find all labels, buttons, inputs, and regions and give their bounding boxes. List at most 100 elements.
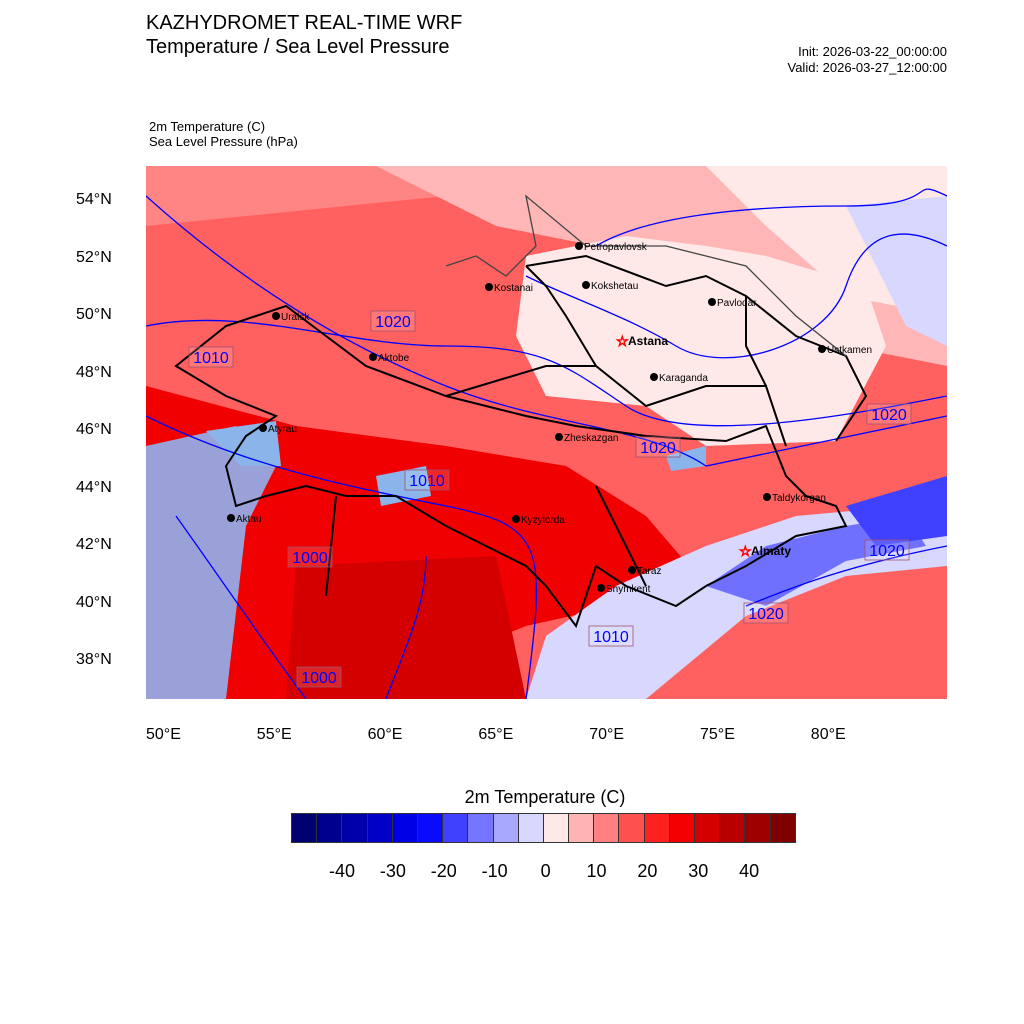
colorbar-swatch [695,814,721,842]
colorbar-swatch [569,814,595,842]
lat-tick-label: 48°N [76,363,112,381]
city-marker: Pavlodar [708,298,757,309]
isobar-label-box [743,602,789,624]
isobar-label-box [296,666,342,688]
colorbar-tick-label: -20 [430,861,457,881]
colorbar-swatch [745,814,771,842]
colorbar-swatch [468,814,494,842]
city-label: Shymkent [606,584,651,595]
city-dot-icon [582,281,590,289]
isobar-label: 1010 [593,629,629,646]
city-label: Taldykorgan [772,493,826,504]
lon-tick-label: 50°E [146,726,181,743]
capital-star-icon: ☆ [739,543,752,559]
city-label: Kostanai [494,283,533,294]
lon-tick-label: 55°E [256,726,292,743]
city-marker: Uralsk [272,312,310,323]
colorbar-tick-label: -30 [379,861,406,881]
lon-tick-label: 80°E [810,726,846,743]
lat-tick-label: 50°N [76,306,112,323]
isobar-label: 1020 [640,440,676,457]
colorbar-tick-label: 0 [540,861,551,881]
colorbar-swatch [543,814,570,842]
city-label: Atyrau [268,424,297,435]
city-label: Taraz [637,566,661,577]
city-marker: Kokshetau [582,281,638,292]
city-marker: ☆ Astana [616,333,669,350]
colorbar-swatch [342,814,368,842]
colorbar-swatch [417,814,444,842]
temp-field-label: 2m Temperature (C) [149,119,266,134]
city-label: Aktau [236,514,262,525]
city-marker: Kyzylorda [512,515,565,526]
lat-tick-label: 38°N [76,651,112,668]
lat-tick-label: 54°N [76,191,112,208]
colorbar-swatch [493,814,519,842]
colorbar-swatch [644,814,670,842]
city-marker: Aktobe [369,353,410,364]
city-label: Aktobe [378,353,410,364]
isobar-label: 1020 [871,407,907,424]
city-marker: Ustkamen [818,345,872,356]
isobar-label: 1020 [869,543,905,560]
city-label: Astana [628,334,668,348]
city-label: Pavlodar [717,298,757,309]
init-time: Init: 2026-03-22_00:00:00 [798,44,947,59]
chart-title: KAZHYDROMET REAL-TIME WRF [146,12,463,34]
colorbar-tick-label: -40 [328,861,356,881]
chart-subtitle: Temperature / Sea Level Pressure [146,36,450,58]
city-marker: Karaganda [650,373,708,384]
isobar-label: 1010 [193,350,229,367]
field-labels: 2m Temperature (C) Sea Level Pressure (h… [149,119,298,149]
lon-tick-label: 65°E [478,726,514,743]
city-label: Uralsk [281,312,310,323]
colorbar-swatch [292,814,318,842]
isobar-label: 1000 [301,670,337,687]
city-label: Kyzylorda [521,515,565,526]
city-dot-icon [575,242,583,250]
isobar-label: 1010 [409,473,445,490]
city-marker: Taldykorgan [763,493,826,504]
city-dot-icon [763,493,771,501]
city-dot-icon [628,566,636,574]
colorbar-swatch [770,814,795,842]
isobar-label: 1000 [292,550,328,567]
isobar-label-box [866,403,912,425]
city-marker: Zheskazgan [555,433,618,444]
lat-tick-label: 40°N [76,593,112,611]
city-dot-icon [597,584,605,592]
isobar-label-box [287,546,333,568]
isobar-label: 1020 [375,314,411,331]
city-dot-icon [272,312,280,320]
city-marker: Aktau [227,514,262,525]
isobar-label: 1020 [748,606,784,623]
colorbar [291,813,796,843]
isobar-label-box [864,539,910,561]
colorbar-swatch [619,814,645,842]
city-dot-icon [818,345,826,353]
city-marker: Atyrau [259,424,297,435]
city-dot-icon [555,433,563,441]
city-dot-icon [650,373,658,381]
colorbar-swatch [669,814,695,842]
isobar-label-box [188,346,234,368]
city-label: Zheskazgan [564,433,618,444]
city-marker: Petropavlovsk [575,242,648,253]
colorbar-swatch [518,814,544,842]
lat-tick-label: 44°N [76,478,112,496]
city-label: Kokshetau [591,281,638,292]
colorbar-swatch [392,814,418,842]
city-label: Karaganda [659,373,708,384]
colorbar-title: 2m Temperature (C) [464,787,626,807]
lon-tick-label: 75°E [700,726,735,743]
colorbar-tick-label: 10 [586,861,607,881]
colorbar-swatch [720,814,746,842]
colorbar-swatch [443,814,469,842]
map: Petropavlovsk Kostanai Kokshetau Pavlodar Ur… [146,166,947,699]
colorbar-swatch [317,814,343,842]
lat-tick-label: 46°N [76,421,112,438]
city-dot-icon [512,515,520,523]
city-dot-icon [259,424,267,432]
city-label: Almaty [751,544,791,558]
lon-tick-label: 70°E [589,726,625,743]
